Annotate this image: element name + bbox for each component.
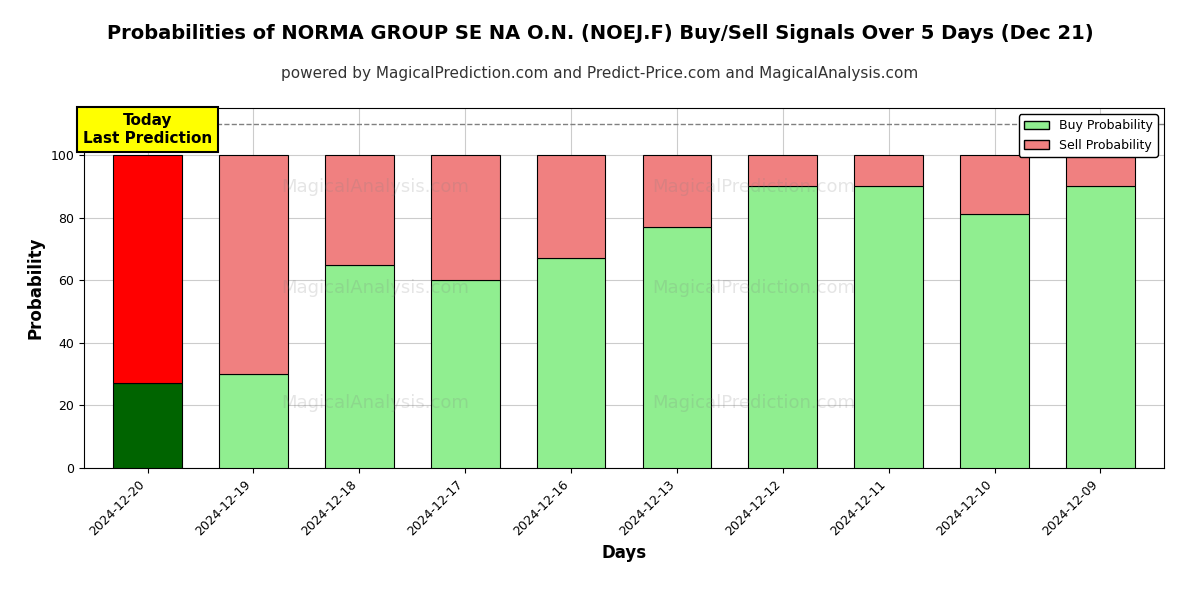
Bar	[854, 155, 923, 186]
Bar	[431, 155, 499, 280]
Bar	[220, 374, 288, 468]
Y-axis label: Probability: Probability	[26, 237, 44, 339]
Bar	[854, 186, 923, 468]
Bar	[960, 155, 1030, 214]
Bar	[113, 383, 182, 468]
Text: MagicalPrediction.com: MagicalPrediction.com	[652, 394, 856, 412]
Text: Probabilities of NORMA GROUP SE NA O.N. (NOEJ.F) Buy/Sell Signals Over 5 Days (D: Probabilities of NORMA GROUP SE NA O.N. …	[107, 24, 1093, 43]
Bar	[536, 258, 606, 468]
Text: MagicalPrediction.com: MagicalPrediction.com	[652, 178, 856, 196]
Bar	[1066, 155, 1135, 186]
Text: Today
Last Prediction: Today Last Prediction	[83, 113, 212, 146]
Bar	[960, 214, 1030, 468]
Bar	[642, 227, 712, 468]
Text: MagicalAnalysis.com: MagicalAnalysis.com	[282, 178, 469, 196]
Bar	[325, 265, 394, 468]
X-axis label: Days: Days	[601, 544, 647, 562]
Bar	[113, 155, 182, 383]
Bar	[749, 155, 817, 186]
Bar	[325, 155, 394, 265]
Bar	[749, 186, 817, 468]
Bar	[536, 155, 606, 258]
Bar	[1066, 186, 1135, 468]
Bar	[642, 155, 712, 227]
Text: MagicalPrediction.com: MagicalPrediction.com	[652, 279, 856, 297]
Text: powered by MagicalPrediction.com and Predict-Price.com and MagicalAnalysis.com: powered by MagicalPrediction.com and Pre…	[281, 66, 919, 81]
Bar	[431, 280, 499, 468]
Text: MagicalAnalysis.com: MagicalAnalysis.com	[282, 394, 469, 412]
Legend: Buy Probability, Sell Probability: Buy Probability, Sell Probability	[1019, 114, 1158, 157]
Text: MagicalAnalysis.com: MagicalAnalysis.com	[282, 279, 469, 297]
Bar	[220, 155, 288, 374]
